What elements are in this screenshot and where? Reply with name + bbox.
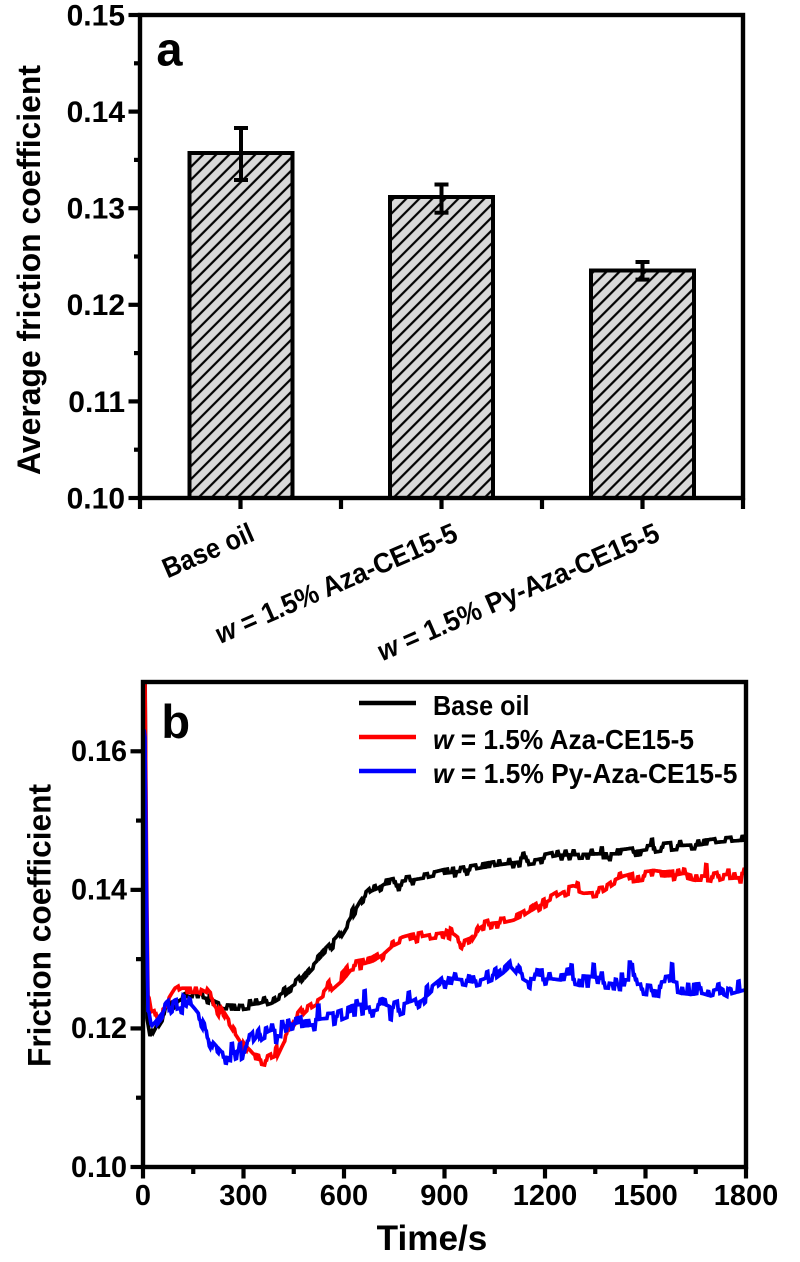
svg-text:900: 900 (420, 1180, 468, 1212)
svg-text:0.12: 0.12 (71, 1012, 127, 1045)
svg-text:0.14: 0.14 (71, 874, 127, 907)
svg-text:0.15: 0.15 (67, 0, 125, 32)
svg-text:1800: 1800 (714, 1180, 779, 1212)
svg-text:0.16: 0.16 (71, 735, 127, 768)
svg-text:a: a (156, 23, 183, 76)
svg-text:0.10: 0.10 (71, 1151, 127, 1184)
svg-text:w = 1.5% Py-Aza-CE15-5: w = 1.5% Py-Aza-CE15-5 (433, 758, 738, 789)
svg-text:Friction coefficient: Friction coefficient (22, 784, 58, 1067)
svg-text:0.11: 0.11 (68, 386, 125, 419)
svg-text:0.14: 0.14 (67, 96, 126, 129)
svg-text:1200: 1200 (513, 1180, 578, 1212)
svg-text:1500: 1500 (613, 1180, 678, 1212)
svg-text:600: 600 (320, 1180, 368, 1212)
svg-text:0.12: 0.12 (67, 289, 125, 322)
svg-text:0: 0 (135, 1180, 151, 1212)
svg-text:0.13: 0.13 (67, 193, 125, 226)
svg-text:300: 300 (219, 1180, 267, 1212)
svg-text:0.10: 0.10 (67, 482, 125, 515)
svg-text:Time/s: Time/s (377, 1219, 488, 1258)
svg-text:b: b (161, 695, 190, 748)
svg-text:Average friction coefficient: Average friction coefficient (11, 65, 47, 475)
svg-text:w = 1.5% Aza-CE15-5: w = 1.5% Aza-CE15-5 (433, 724, 694, 755)
svg-text:Base oil: Base oil (433, 690, 530, 721)
